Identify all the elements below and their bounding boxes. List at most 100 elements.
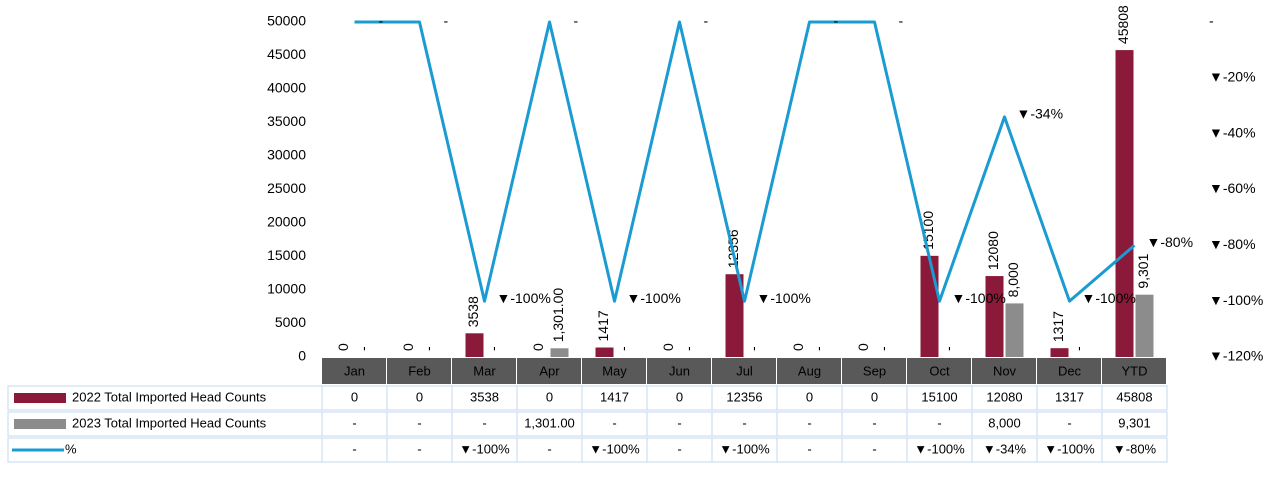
- table-value: ▼-80%: [1113, 441, 1157, 456]
- table-value: -: [547, 441, 551, 456]
- x-tick-label: Jan: [344, 363, 365, 378]
- table-value: -: [612, 415, 616, 430]
- data-label: 45808: [1115, 5, 1131, 44]
- category-cell: [907, 358, 971, 384]
- data-label: 8,000: [1005, 262, 1021, 297]
- table-value: 0: [871, 389, 878, 404]
- legend-label: 2022 Total Imported Head Counts: [72, 389, 267, 404]
- data-label: 0: [530, 343, 546, 351]
- data-label: 0: [790, 343, 806, 351]
- x-tick-label: Aug: [798, 363, 821, 378]
- table-value: -: [677, 415, 681, 430]
- data-label: 1417: [595, 310, 611, 341]
- y-tick-label: 15000: [267, 247, 306, 263]
- data-label: 0: [660, 343, 676, 351]
- y-tick-label: 5000: [275, 314, 306, 330]
- category-cell: [972, 358, 1036, 384]
- table-value: ▼-100%: [459, 441, 510, 456]
- x-tick-label: Jun: [669, 363, 690, 378]
- data-label: 1,301.00: [550, 288, 566, 343]
- bar: [985, 276, 1004, 357]
- data-label: -: [1070, 346, 1086, 351]
- bar: [920, 255, 939, 357]
- y2-tick-label: -: [1209, 13, 1214, 29]
- table-value: 45808: [1116, 389, 1152, 404]
- y2-tick-label: ▼-60%: [1209, 180, 1256, 196]
- y2-tick-label: ▼-20%: [1209, 69, 1256, 85]
- legend-key: [14, 393, 66, 403]
- bar: [725, 274, 744, 357]
- data-label: 1317: [1050, 311, 1066, 342]
- x-tick-label: May: [602, 363, 627, 378]
- table-value: ▼-100%: [914, 441, 965, 456]
- line-label: -: [834, 13, 839, 29]
- table-value: -: [807, 441, 811, 456]
- x-tick-label: Mar: [473, 363, 496, 378]
- y-tick-label: 25000: [267, 180, 306, 196]
- data-label: -: [810, 346, 826, 351]
- line: [354, 20, 1136, 303]
- x-tick-label: Jul: [736, 363, 753, 378]
- category-cell: [1102, 358, 1166, 384]
- x-tick-label: Oct: [929, 363, 950, 378]
- line-label: ▼-100%: [1082, 290, 1136, 306]
- legend-key: [14, 419, 66, 429]
- data-label: 9,301: [1135, 253, 1151, 288]
- bar: [550, 348, 569, 357]
- line-label: -: [379, 13, 384, 29]
- bar: [1115, 50, 1134, 358]
- table-value: ▼-100%: [719, 441, 770, 456]
- category-cell: [517, 358, 581, 384]
- category-cell: [647, 358, 711, 384]
- line-label: -: [574, 13, 579, 29]
- category-cell: [387, 358, 451, 384]
- table-value: 0: [416, 389, 423, 404]
- table-value: 1,301.00: [524, 415, 575, 430]
- table-value: 0: [806, 389, 813, 404]
- table-cell: [1101, 385, 1168, 411]
- data-label: -: [940, 346, 956, 351]
- table-value: 12356: [726, 389, 762, 404]
- table-value: -: [482, 415, 486, 430]
- category-cell: [842, 358, 906, 384]
- line-label: ▼-80%: [1147, 234, 1194, 250]
- table-value: -: [1067, 415, 1071, 430]
- category-cell: [452, 358, 516, 384]
- y-tick-label: 10000: [267, 281, 306, 297]
- table-value: 15100: [921, 389, 957, 404]
- category-cell: [322, 358, 386, 384]
- bar: [595, 347, 614, 357]
- table-cell: [1101, 411, 1168, 437]
- y2-tick-label: ▼-40%: [1209, 124, 1256, 140]
- table-value: ▼-100%: [589, 441, 640, 456]
- line-label: ▼-100%: [757, 290, 811, 306]
- table-value: -: [417, 415, 421, 430]
- y-tick-label: 40000: [267, 80, 306, 96]
- category-cell: [582, 358, 646, 384]
- y-tick-label: 20000: [267, 214, 306, 230]
- table-value: 9,301: [1118, 415, 1151, 430]
- data-label: -: [420, 346, 436, 351]
- line-label: ▼-34%: [1017, 106, 1064, 122]
- table-value: -: [872, 415, 876, 430]
- table-value: -: [807, 415, 811, 430]
- y-tick-label: 35000: [267, 113, 306, 129]
- data-label: 0: [400, 343, 416, 351]
- category-cell: [777, 358, 841, 384]
- line-label: ▼-100%: [952, 290, 1006, 306]
- data-label: 3538: [465, 296, 481, 327]
- table-value: 8,000: [988, 415, 1021, 430]
- y-tick-label: 50000: [267, 13, 306, 29]
- y-tick-label: 45000: [267, 46, 306, 62]
- bar: [1005, 303, 1024, 357]
- table-value: -: [352, 441, 356, 456]
- table-value: 0: [351, 389, 358, 404]
- table-value: 1317: [1055, 389, 1084, 404]
- line-label: ▼-100%: [497, 290, 551, 306]
- data-label: -: [680, 346, 696, 351]
- y2-tick-label: ▼-120%: [1209, 348, 1263, 364]
- bar: [465, 333, 484, 357]
- table-value: -: [937, 415, 941, 430]
- data-label: -: [485, 346, 501, 351]
- table-value: 1417: [600, 389, 629, 404]
